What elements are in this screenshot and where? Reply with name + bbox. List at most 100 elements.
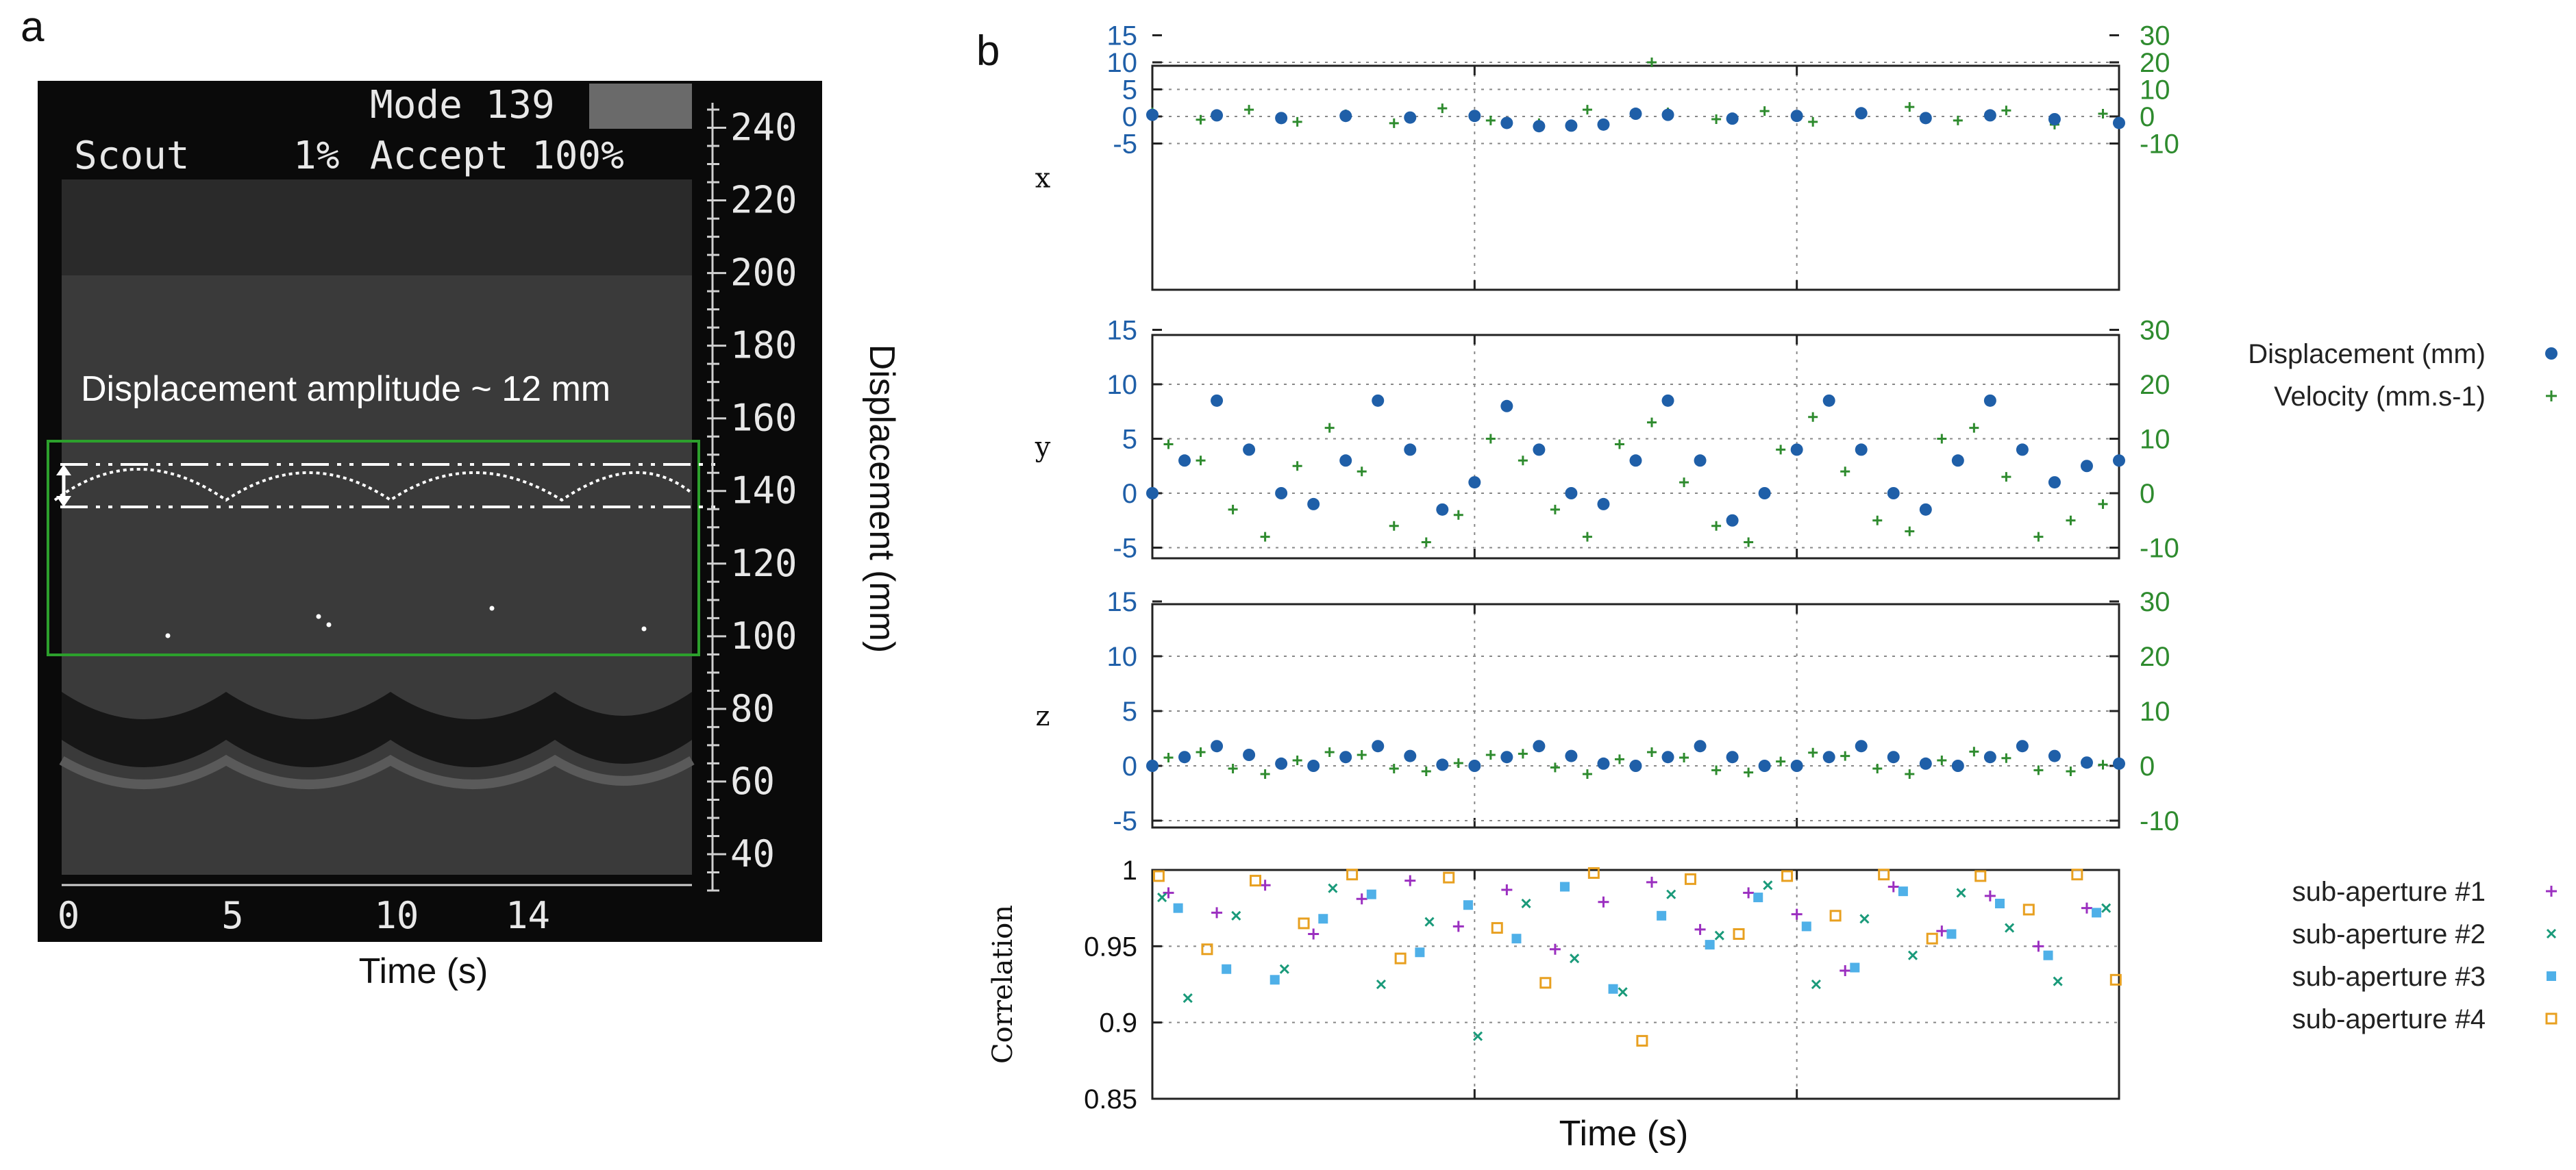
sub-aperture-point bbox=[1791, 908, 1803, 920]
legend-marker-displacement bbox=[2545, 347, 2558, 360]
ultrasound-upper-dark-band bbox=[62, 179, 692, 275]
header-overlay bbox=[589, 84, 692, 129]
sub-aperture-point bbox=[1907, 950, 1918, 960]
displacement-point bbox=[1726, 112, 1739, 125]
velocity-point bbox=[1163, 753, 1174, 762]
y-tick-label: 160 bbox=[730, 397, 797, 440]
y-tick-label: 10 bbox=[1107, 48, 1138, 78]
velocity-point bbox=[1614, 754, 1624, 764]
sub-aperture-point bbox=[1984, 890, 1996, 901]
sub-aperture-point bbox=[1829, 910, 1842, 922]
displacement-point bbox=[1661, 108, 1674, 121]
sub-aperture-point bbox=[1887, 881, 1899, 893]
y-tick-label: -5 bbox=[1113, 129, 1137, 160]
displacement-point bbox=[1468, 476, 1481, 489]
sub-aperture-point bbox=[2109, 973, 2122, 986]
displacement-point bbox=[1822, 394, 1835, 407]
displacement-point bbox=[1533, 740, 1546, 753]
y2-tick-label: 20 bbox=[2140, 642, 2170, 672]
plot-frame bbox=[1151, 64, 2120, 291]
y2-tick-label: -10 bbox=[2140, 129, 2179, 160]
y2-tick-label: 0 bbox=[2140, 479, 2155, 509]
sub-aperture-point bbox=[1472, 1031, 1483, 1041]
velocity-point bbox=[1389, 118, 1399, 128]
y2-tick-label: 10 bbox=[2140, 75, 2170, 105]
y-tick-label: 15 bbox=[1107, 316, 1138, 346]
sub-aperture-point bbox=[1443, 871, 1455, 884]
legend-label-sub-aperture: sub-aperture #1 bbox=[2292, 877, 2486, 907]
velocity-point bbox=[1614, 439, 1624, 449]
velocity-point bbox=[1518, 749, 1528, 759]
sub-aperture-point bbox=[1511, 934, 1522, 944]
displacement-point bbox=[1436, 758, 1449, 771]
sub-aperture-point bbox=[1636, 1034, 1648, 1047]
sub-aperture-point bbox=[1346, 869, 1359, 881]
velocity-point bbox=[1485, 115, 1496, 125]
displacement-point bbox=[1275, 487, 1288, 499]
velocity-point bbox=[1582, 105, 1592, 115]
sub-aperture-point bbox=[1898, 886, 1908, 897]
velocity-point bbox=[1872, 515, 1883, 525]
displacement-point bbox=[1404, 749, 1417, 762]
y2-tick-label: 10 bbox=[2140, 697, 2170, 727]
displacement-point bbox=[1178, 751, 1191, 764]
sub-aperture-point bbox=[1733, 928, 1745, 941]
sub-aperture-point bbox=[1850, 962, 1860, 973]
sub-aperture-point bbox=[1424, 917, 1435, 927]
velocity-point bbox=[1872, 764, 1883, 773]
percent-text: 1% bbox=[293, 134, 339, 178]
trace-marker bbox=[316, 614, 321, 619]
mode-text: Mode 139 bbox=[370, 83, 555, 127]
velocity-point bbox=[2066, 515, 2076, 525]
sub-aperture-point bbox=[1560, 882, 1570, 892]
sub-aperture-point bbox=[1926, 932, 1938, 945]
trace-marker bbox=[489, 606, 495, 611]
displacement-point bbox=[1339, 110, 1352, 123]
y2-tick-label: 0 bbox=[2140, 751, 2155, 782]
displacement-point bbox=[1243, 443, 1256, 456]
displacement-point bbox=[1597, 497, 1610, 510]
displacement-point bbox=[1855, 740, 1868, 753]
displacement-point bbox=[1468, 760, 1481, 772]
displacement-point bbox=[1661, 394, 1674, 407]
displacement-point bbox=[1307, 497, 1320, 510]
sub-aperture-point bbox=[1859, 914, 1870, 924]
sub-aperture-point bbox=[2101, 903, 2111, 913]
sub-aperture-point bbox=[1152, 870, 1165, 882]
displacement-point bbox=[1533, 443, 1546, 456]
displacement-point bbox=[1887, 751, 1900, 764]
velocity-point bbox=[1292, 756, 1302, 765]
velocity-point bbox=[1937, 434, 1947, 444]
plot-correlation: 1 0.95 0.9 0.85 Correlation bbox=[987, 856, 2122, 1115]
displacement-point bbox=[1436, 503, 1449, 516]
displacement-point bbox=[2113, 757, 2125, 770]
y-tick-label: 60 bbox=[730, 760, 775, 803]
displacement-point bbox=[1211, 109, 1224, 122]
displacement-point bbox=[2048, 749, 2061, 762]
sub-aperture-point bbox=[1356, 893, 1367, 905]
sub-aperture-point bbox=[1366, 889, 1376, 899]
x-tick-label: 5 bbox=[221, 894, 244, 937]
legend-label-displacement: Displacement (mm) bbox=[2248, 339, 2486, 369]
y-tick-label: 80 bbox=[730, 687, 775, 730]
velocity-point bbox=[1905, 102, 1915, 112]
sub-aperture-point bbox=[1994, 898, 2005, 908]
displacement-point bbox=[1597, 118, 1610, 131]
y-tick-label: 120 bbox=[730, 542, 797, 585]
displacement-point bbox=[1629, 760, 1642, 772]
y2-tick-label: 30 bbox=[2140, 316, 2170, 346]
sub-aperture-point bbox=[1521, 898, 1531, 909]
sub-aperture-point bbox=[1753, 893, 1763, 903]
displacement-point bbox=[1887, 487, 1900, 499]
velocity-point bbox=[1196, 456, 1206, 466]
displacement-point bbox=[1758, 760, 1771, 772]
velocity-point bbox=[1550, 504, 1560, 514]
legend-label-velocity: Velocity (mm.s-1) bbox=[2274, 382, 2486, 412]
sub-aperture-point bbox=[2071, 869, 2083, 881]
sub-aperture-point bbox=[2053, 976, 2063, 986]
displacement-point bbox=[1726, 514, 1739, 527]
legend-marker-sub-aperture bbox=[2546, 928, 2557, 939]
velocity-point bbox=[2033, 765, 2044, 775]
velocity-point bbox=[1840, 751, 1850, 761]
